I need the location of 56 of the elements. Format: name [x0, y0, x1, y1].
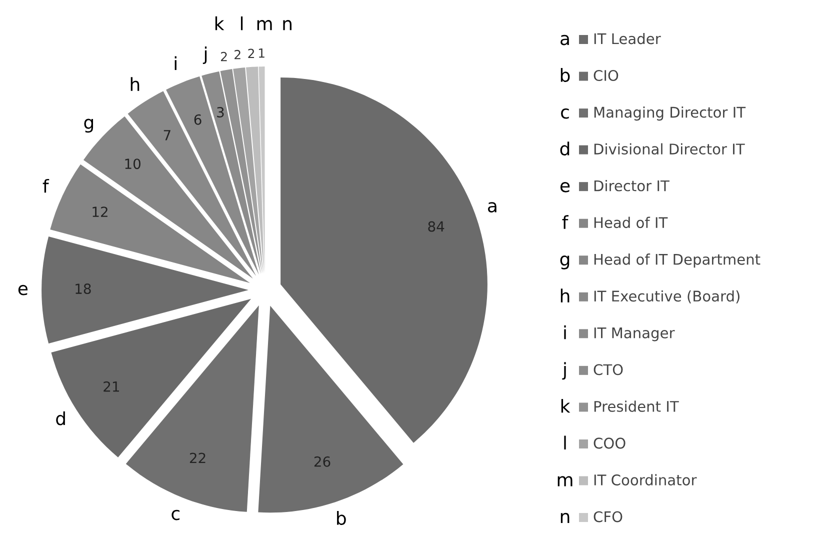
legend-label: Head of IT Department: [594, 254, 760, 268]
text: d: [56, 411, 65, 426]
text: a: [560, 34, 569, 46]
text: l: [564, 436, 566, 450]
text: b: [337, 511, 346, 526]
text: d: [560, 142, 570, 156]
text: n: [283, 20, 292, 30]
text: i: [174, 56, 176, 70]
text: n: [560, 512, 570, 523]
data-label: 2: [234, 50, 240, 60]
text: i: [564, 325, 566, 340]
text: h: [560, 288, 570, 302]
text: m: [257, 20, 272, 30]
legend-label: CTO: [594, 364, 623, 376]
data-label: 1: [258, 48, 264, 58]
data-label: 84: [428, 221, 444, 232]
text: c: [561, 108, 569, 119]
data-label: 6: [194, 114, 202, 125]
text: e: [18, 284, 28, 296]
legend-label: Head of IT: [594, 216, 668, 228]
legend-label: President IT: [594, 400, 679, 412]
text: f: [42, 178, 50, 193]
text: c: [172, 510, 180, 520]
text: f: [562, 215, 569, 229]
data-label: 26: [314, 456, 330, 467]
legend-label: Managing Director IT: [594, 106, 746, 121]
text: a: [488, 202, 496, 212]
data-label: 18: [76, 284, 91, 294]
text: j: [562, 362, 566, 380]
legend-label: IT Executive (Board): [594, 290, 740, 304]
legend-label: Director IT: [594, 180, 670, 192]
legend-label: CIO: [594, 70, 618, 81]
legend-label: CFO: [594, 511, 622, 522]
text: e: [560, 182, 570, 192]
data-label: 3: [217, 106, 224, 118]
text: g: [560, 255, 570, 270]
text: b: [560, 68, 570, 82]
data-label: 22: [190, 452, 206, 464]
legend-label: IT Leader: [594, 32, 661, 44]
data-label: 2: [248, 48, 254, 58]
data-label: 21: [104, 381, 119, 392]
data-label: 12: [92, 206, 108, 217]
legend-label: IT Manager: [594, 328, 675, 342]
text: k: [215, 16, 224, 30]
text: k: [561, 398, 570, 413]
text: m: [558, 476, 572, 486]
data-label: 7: [164, 130, 170, 140]
text: l: [240, 16, 243, 30]
legend-label: Divisional Director IT: [594, 143, 745, 155]
legend-label: COO: [594, 438, 626, 449]
data-label: 10: [125, 158, 140, 170]
data-label: 2: [220, 52, 227, 62]
text: h: [130, 77, 140, 91]
legend-label: IT Coordinator: [594, 474, 697, 486]
text: g: [84, 118, 94, 133]
text: j: [202, 46, 207, 64]
